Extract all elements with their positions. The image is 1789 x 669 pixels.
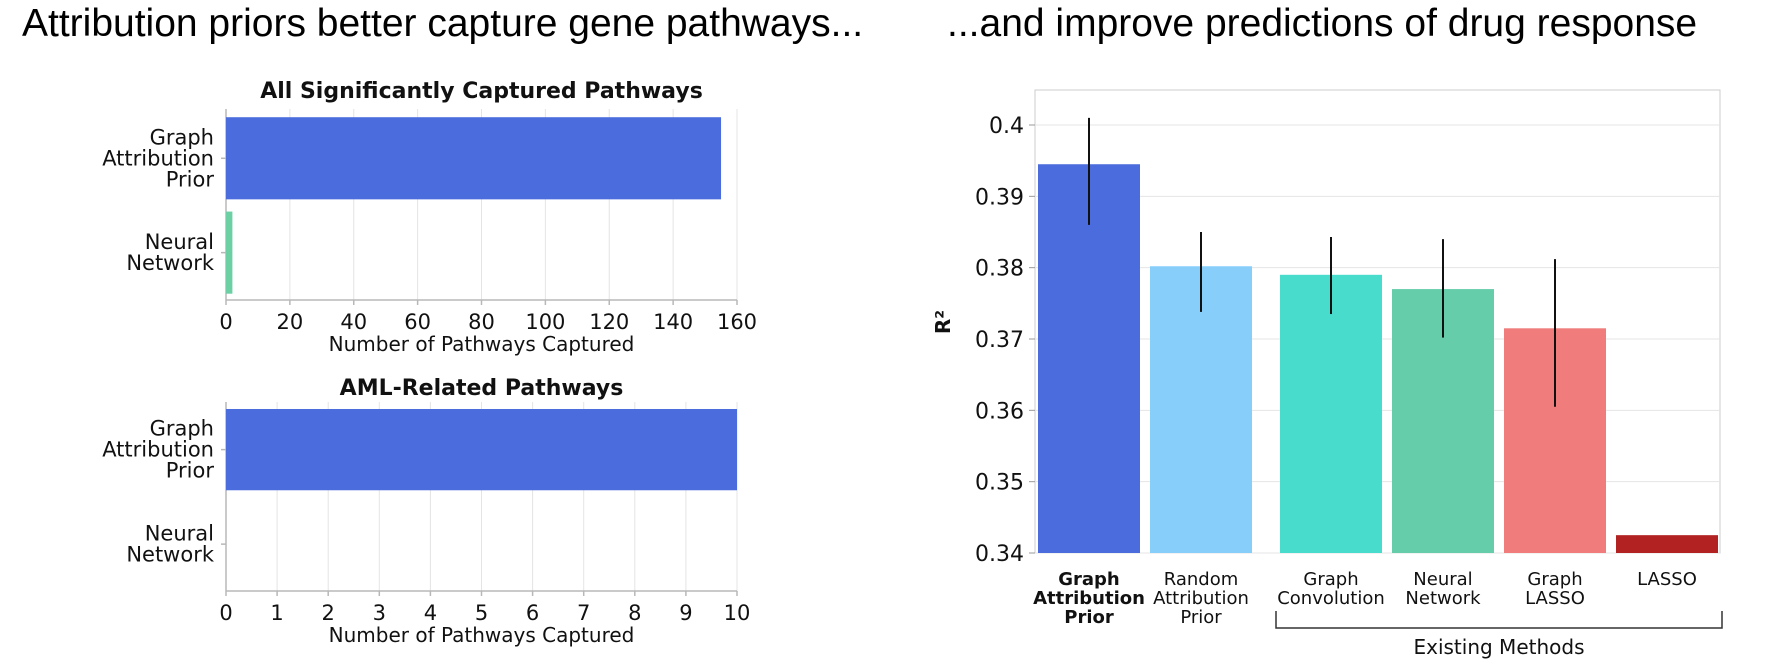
category-label: Attribution bbox=[1033, 588, 1145, 609]
x-tick-label: 80 bbox=[468, 310, 495, 334]
category-label: LASSO bbox=[1525, 588, 1585, 609]
x-tick-label: 40 bbox=[340, 310, 367, 334]
category-label: LASSO bbox=[1637, 569, 1697, 590]
x-tick-label: 0 bbox=[219, 601, 232, 625]
x-tick-label: 8 bbox=[628, 601, 641, 625]
x-tick-label: 160 bbox=[717, 310, 757, 334]
bar bbox=[1616, 535, 1718, 553]
category-label: Network bbox=[1405, 588, 1481, 609]
category-label: Prior bbox=[166, 459, 215, 483]
y-tick-label: 0.4 bbox=[989, 114, 1024, 139]
y-tick-label: 0.34 bbox=[975, 542, 1024, 567]
category-label: Graph bbox=[150, 125, 214, 149]
hbar-chart-1: All Significantly Captured Pathways Graph… bbox=[102, 79, 757, 356]
x-tick-label: 60 bbox=[404, 310, 431, 334]
category-label: Prior bbox=[166, 167, 215, 191]
x-tick-label: 5 bbox=[475, 601, 488, 625]
x-axis-label: Number of Pathways Captured bbox=[329, 623, 635, 647]
bar bbox=[1038, 164, 1140, 553]
bar bbox=[1280, 274, 1382, 553]
x-tick-label: 7 bbox=[577, 601, 590, 625]
bar bbox=[226, 211, 233, 294]
category-label: Graph bbox=[1058, 569, 1120, 590]
category-label: Neural bbox=[145, 522, 214, 546]
y-tick-label: 0.39 bbox=[975, 185, 1024, 210]
x-tick-label: 20 bbox=[277, 310, 304, 334]
category-label: Prior bbox=[1064, 607, 1114, 628]
x-tick-label: 140 bbox=[653, 310, 693, 334]
headline-right: ...and improve predictions of drug respo… bbox=[947, 2, 1698, 45]
group-bracket bbox=[1275, 611, 1723, 629]
y-tick-label: 0.35 bbox=[975, 471, 1024, 496]
category-label: Attribution bbox=[1153, 588, 1249, 609]
category-label: Attribution bbox=[102, 146, 214, 170]
x-tick-label: 0 bbox=[219, 310, 232, 334]
x-tick-label: 1 bbox=[270, 601, 283, 625]
x-tick-label: 3 bbox=[373, 601, 386, 625]
x-tick-label: 10 bbox=[724, 601, 751, 625]
category-label: Graph bbox=[1303, 569, 1358, 590]
y-tick-label: 0.37 bbox=[975, 328, 1024, 353]
x-tick-label: 2 bbox=[322, 601, 335, 625]
category-label: Network bbox=[126, 251, 215, 275]
category-label: Neural bbox=[145, 230, 214, 254]
category-label: Graph bbox=[1527, 569, 1582, 590]
bar bbox=[226, 117, 722, 200]
vbar-chart: 0.340.350.360.370.380.390.4R²GraphAttrib… bbox=[931, 89, 1723, 659]
x-tick-label: 4 bbox=[424, 601, 437, 625]
chart-title: AML-Related Pathways bbox=[340, 376, 624, 401]
category-label: Graph bbox=[150, 417, 214, 441]
bar bbox=[226, 408, 737, 491]
category-label: Network bbox=[126, 543, 215, 567]
x-axis-label: Number of Pathways Captured bbox=[329, 332, 635, 356]
category-label: Random bbox=[1164, 569, 1239, 590]
chart-title: All Significantly Captured Pathways bbox=[260, 79, 703, 104]
hbar-chart-2: AML-Related Pathways GraphAttributionPrio… bbox=[102, 376, 750, 647]
headline-left: Attribution priors better capture gene p… bbox=[22, 2, 864, 45]
group-label: Existing Methods bbox=[1413, 635, 1584, 659]
category-label: Neural bbox=[1413, 569, 1472, 590]
y-axis-label: R² bbox=[931, 310, 955, 334]
x-tick-label: 6 bbox=[526, 601, 539, 625]
x-tick-label: 100 bbox=[525, 310, 565, 334]
y-tick-label: 0.38 bbox=[975, 257, 1024, 282]
category-label: Convolution bbox=[1277, 588, 1385, 609]
x-tick-label: 9 bbox=[679, 601, 692, 625]
bar bbox=[1150, 266, 1252, 553]
y-tick-label: 0.36 bbox=[975, 399, 1024, 424]
category-label: Prior bbox=[1180, 607, 1222, 628]
x-tick-label: 120 bbox=[589, 310, 629, 334]
category-label: Attribution bbox=[102, 438, 214, 462]
